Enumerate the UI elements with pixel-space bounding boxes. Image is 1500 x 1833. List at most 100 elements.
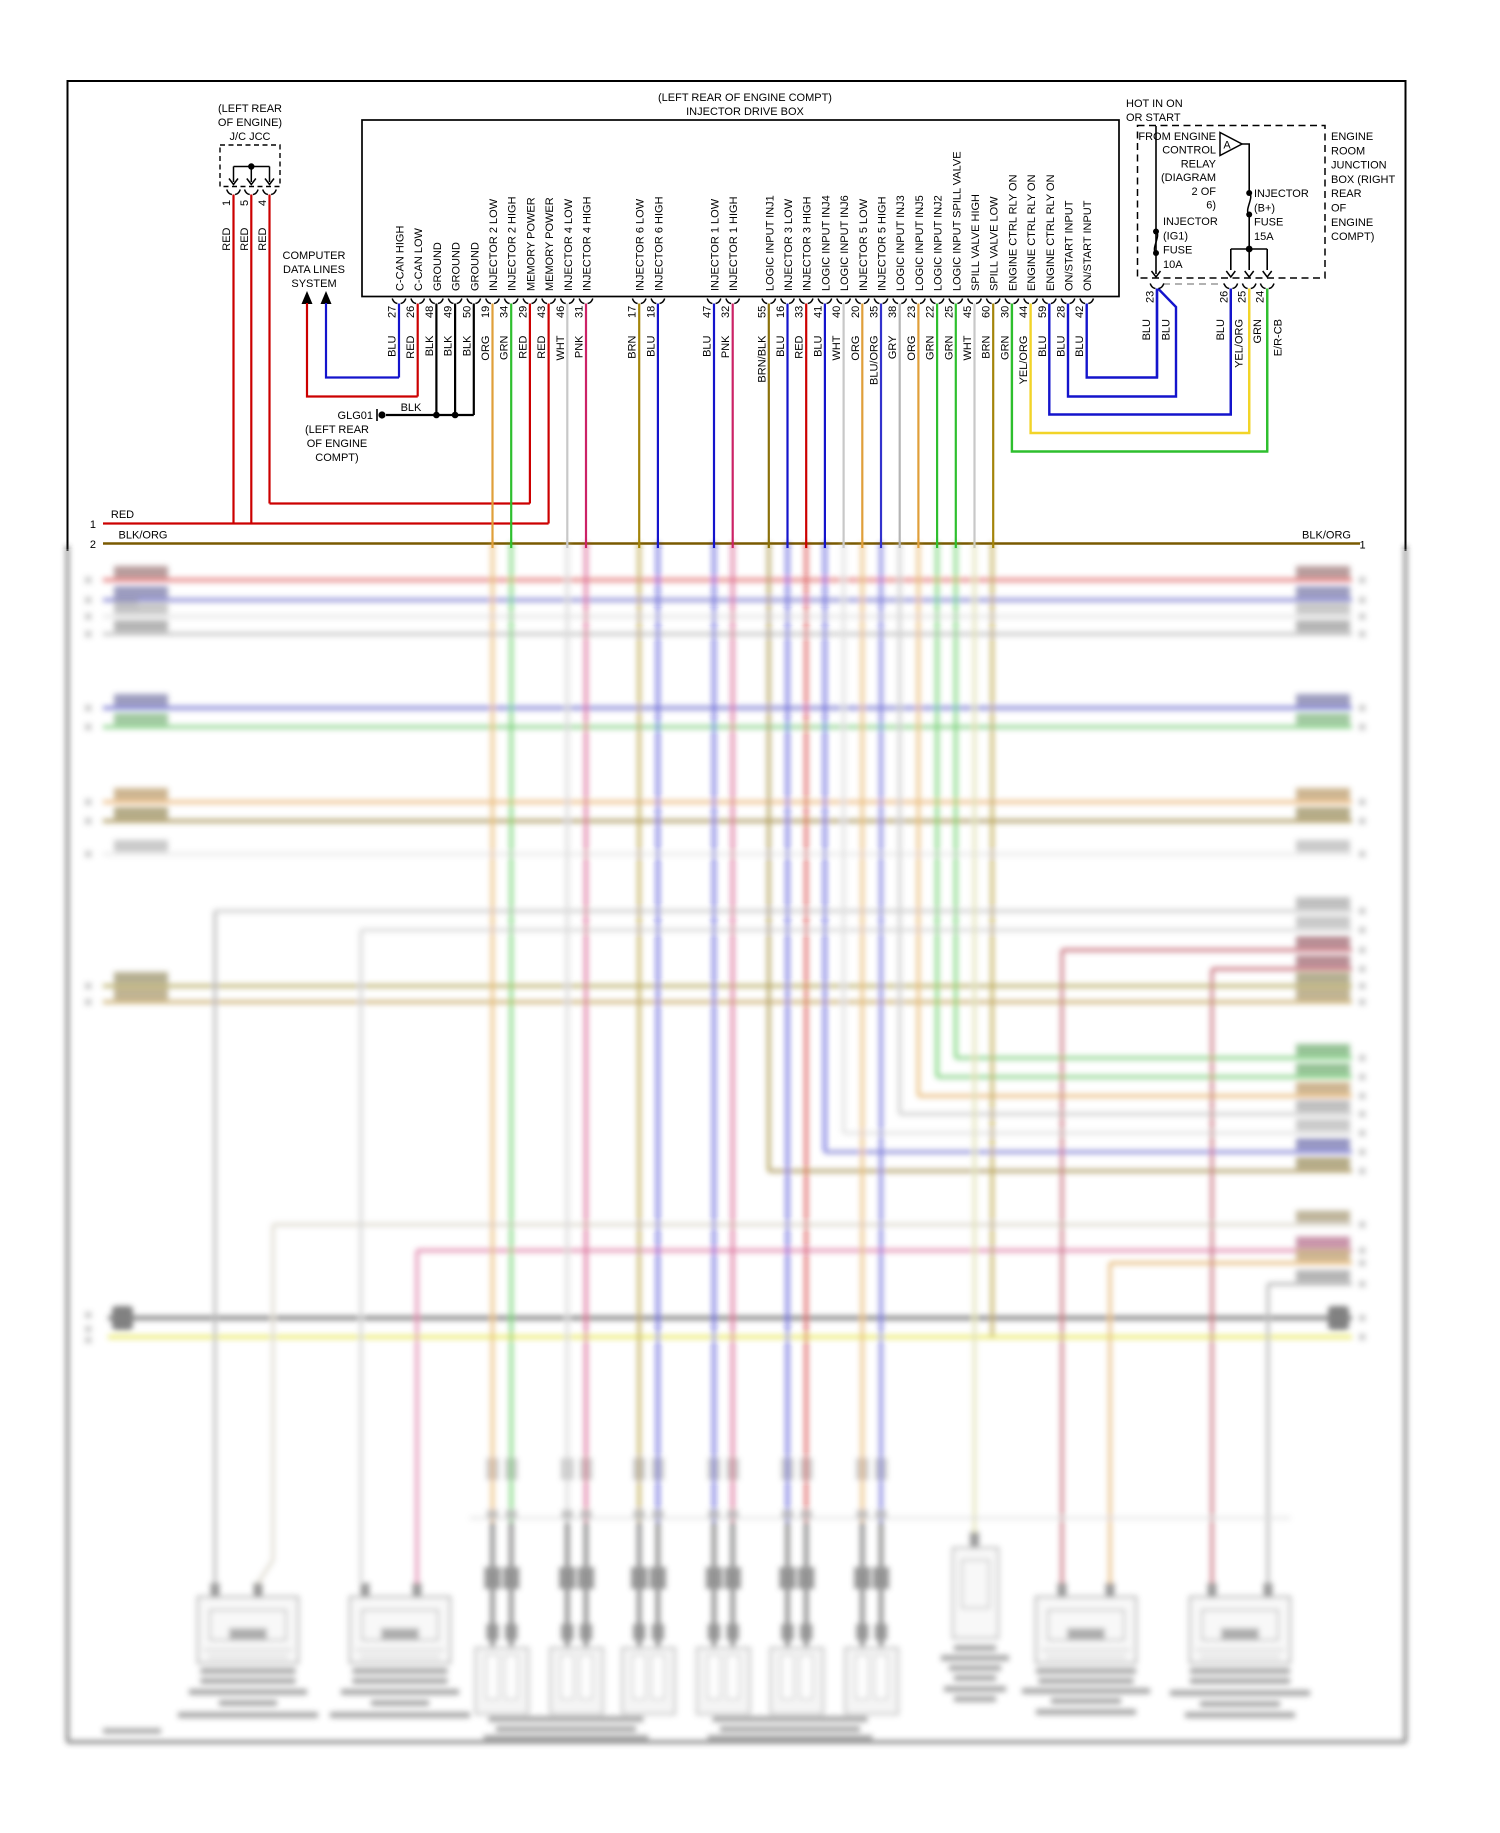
svg-text:COMPT): COMPT) [1331,231,1374,243]
svg-text:ENGINE CTRL RLY ON: ENGINE CTRL RLY ON [1026,174,1038,291]
svg-text:BLU: BLU [1141,319,1153,340]
svg-text:BLU: BLU [1074,335,1086,356]
svg-text:23: 23 [906,306,918,318]
svg-text:E/R-CB: E/R-CB [1273,319,1285,356]
svg-text:MEMORY POWER: MEMORY POWER [525,197,537,291]
svg-text:ORG: ORG [906,336,918,361]
svg-text:RED: RED [405,335,417,358]
svg-text:31: 31 [574,306,586,318]
svg-text:BLU: BLU [645,335,657,356]
svg-text:A: A [1223,140,1231,152]
svg-text:BLK/ORG: BLK/ORG [119,530,168,542]
svg-text:1: 1 [1359,540,1365,552]
svg-text:35: 35 [869,306,881,318]
svg-text:(IG1): (IG1) [1163,230,1188,242]
svg-text:19: 19 [480,306,492,318]
svg-text:BLU: BLU [1037,335,1049,356]
svg-text:INJECTOR 1 LOW: INJECTOR 1 LOW [710,198,722,291]
svg-text:44: 44 [1018,306,1030,318]
svg-text:BRN: BRN [627,335,639,358]
svg-text:BLK: BLK [461,335,473,356]
svg-text:55: 55 [756,306,768,318]
svg-text:BLK: BLK [443,335,455,356]
svg-text:INJECTOR 5 HIGH: INJECTOR 5 HIGH [877,196,889,291]
svg-text:22: 22 [925,306,937,318]
svg-text:INJECTOR 4 LOW: INJECTOR 4 LOW [563,198,575,291]
svg-text:49: 49 [443,306,455,318]
svg-text:BLK: BLK [424,335,436,356]
svg-text:BLU/ORG: BLU/ORG [869,336,881,386]
svg-text:GRN: GRN [943,335,955,360]
svg-text:INJECTOR 6 HIGH: INJECTOR 6 HIGH [653,196,665,291]
svg-text:GRN: GRN [999,335,1011,360]
svg-text:BLU: BLU [1056,335,1068,356]
svg-text:INJECTOR 6 LOW: INJECTOR 6 LOW [635,198,647,291]
svg-text:(LEFT REAR: (LEFT REAR [218,103,282,115]
svg-text:MEMORY POWER: MEMORY POWER [544,197,556,291]
svg-text:RED: RED [517,335,529,358]
svg-text:ON/START INPUT: ON/START INPUT [1082,200,1094,291]
svg-text:43: 43 [536,306,548,318]
svg-text:WHT: WHT [555,335,567,360]
svg-text:RED: RED [221,227,233,250]
svg-text:59: 59 [1037,306,1049,318]
svg-text:6): 6) [1206,200,1216,212]
svg-text:48: 48 [424,306,436,318]
svg-text:BLK/ORG: BLK/ORG [1302,530,1351,542]
svg-text:WHT: WHT [962,335,974,360]
svg-text:ORG: ORG [850,336,862,361]
svg-text:28: 28 [1056,306,1068,318]
svg-text:26: 26 [1218,291,1230,303]
svg-text:FUSE: FUSE [1163,245,1192,257]
svg-text:BLU: BLU [1161,319,1173,340]
svg-text:BLU: BLU [812,335,824,356]
svg-text:INJECTOR: INJECTOR [1254,188,1309,200]
svg-text:BLU: BLU [775,335,787,356]
svg-text:CONTROL: CONTROL [1162,145,1216,157]
svg-text:LOGIC INPUT INJ3: LOGIC INPUT INJ3 [895,195,907,291]
svg-text:INJECTOR 2 HIGH: INJECTOR 2 HIGH [507,196,519,291]
svg-text:26: 26 [405,306,417,318]
svg-text:REAR: REAR [1331,188,1362,200]
svg-text:20: 20 [850,306,862,318]
svg-text:PNK: PNK [574,335,586,358]
svg-text:LOGIC INPUT INJ1: LOGIC INPUT INJ1 [764,195,776,291]
svg-text:INJECTOR 4 HIGH: INJECTOR 4 HIGH [582,196,594,291]
svg-text:RED: RED [794,335,806,358]
svg-text:BLK: BLK [401,402,422,414]
svg-text:25: 25 [943,306,955,318]
svg-text:25: 25 [1237,291,1249,303]
svg-text:OF ENGINE: OF ENGINE [307,438,368,450]
svg-text:42: 42 [1074,306,1086,318]
svg-text:YEL/ORG: YEL/ORG [1018,336,1030,385]
svg-text:GRN: GRN [1252,319,1264,344]
svg-text:38: 38 [887,306,899,318]
svg-text:ON/START INPUT: ON/START INPUT [1064,200,1076,291]
svg-text:GLG01: GLG01 [338,410,373,422]
svg-text:23: 23 [1145,291,1157,303]
svg-text:(LEFT REAR OF ENGINE COMPT): (LEFT REAR OF ENGINE COMPT) [658,92,832,104]
svg-text:COMPT): COMPT) [315,452,358,464]
svg-text:46: 46 [555,306,567,318]
svg-text:24: 24 [1255,291,1267,303]
svg-text:ENGINE CTRL RLY ON: ENGINE CTRL RLY ON [1007,174,1019,291]
svg-text:RED: RED [257,227,269,250]
svg-text:SPILL VALVE HIGH: SPILL VALVE HIGH [970,194,982,291]
svg-text:1: 1 [221,200,233,206]
svg-text:40: 40 [831,306,843,318]
svg-text:C-CAN HIGH: C-CAN HIGH [395,226,407,291]
svg-text:BLU: BLU [702,335,714,356]
svg-text:33: 33 [794,306,806,318]
svg-text:GROUND: GROUND [432,242,444,291]
svg-text:ENGINE: ENGINE [1331,217,1373,229]
svg-text:LOGIC INPUT SPILL VALVE: LOGIC INPUT SPILL VALVE [951,151,963,291]
svg-text:ENGINE CTRL RLY ON: ENGINE CTRL RLY ON [1045,174,1057,291]
svg-text:OR START: OR START [1126,112,1181,124]
svg-text:SPILL VALVE LOW: SPILL VALVE LOW [989,196,1001,291]
svg-text:INJECTOR 5 LOW: INJECTOR 5 LOW [858,198,870,291]
svg-text:30: 30 [999,306,1011,318]
svg-text:RELAY: RELAY [1181,158,1217,170]
svg-text:BRN/BLK: BRN/BLK [756,335,768,383]
svg-text:1: 1 [90,519,96,531]
svg-text:RED: RED [239,227,251,250]
